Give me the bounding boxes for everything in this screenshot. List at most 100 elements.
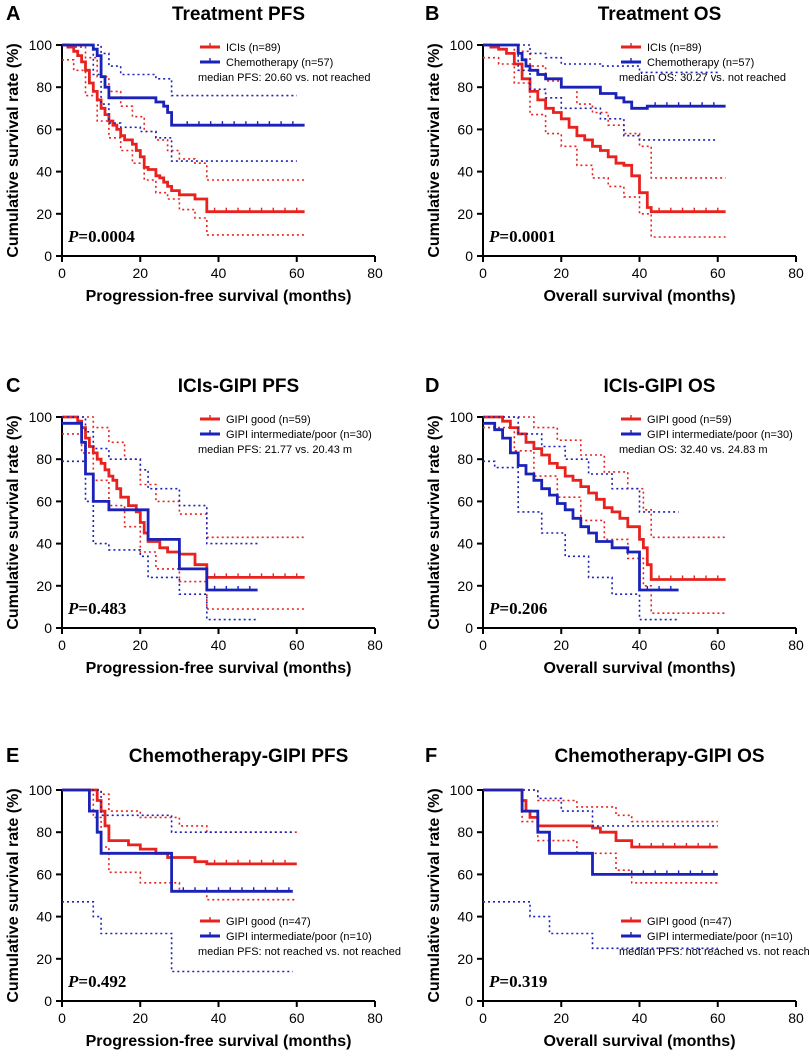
panel-a: A Treatment PFS 0 20 40 60 80 100 0 20 40 60 80 Progr… (5, 3, 383, 305)
panel-b: B Treatment OS 0 20 40 60 80 100 0 20 40 60 80 Overal… (425, 3, 804, 305)
p-value: P=0.483 (67, 599, 126, 618)
series-1 (483, 415, 726, 614)
x-tick-label: 80 (367, 265, 383, 281)
p-value: P=0.0001 (488, 227, 556, 246)
legend-label: ICIs (n=89) (226, 42, 281, 54)
y-tick-label: 100 (29, 782, 53, 798)
y-tick-label: 20 (36, 578, 52, 594)
survival-curve (483, 421, 679, 592)
p-symbol: P (67, 599, 79, 618)
p-number: =0.492 (78, 972, 126, 991)
survival-curve (483, 788, 718, 876)
x-axis-label: Overall survival (months) (543, 660, 735, 677)
x-tick-label: 20 (132, 1010, 148, 1026)
ci-lower-line (483, 426, 726, 614)
series-2 (483, 416, 679, 621)
y-tick-label: 100 (450, 782, 474, 798)
x-tick-label: 20 (553, 637, 569, 653)
median-text: median OS: 32.40 vs. 24.83 m (619, 444, 768, 456)
y-tick-label: 0 (44, 993, 52, 1009)
y-tick-label: 40 (457, 536, 473, 552)
x-tick-label: 60 (289, 265, 305, 281)
x-tick-label: 20 (553, 265, 569, 281)
x-tick-label: 20 (132, 265, 148, 281)
y-tick-label: 20 (457, 206, 473, 222)
y-tick-label: 80 (36, 824, 52, 840)
x-tick-label: 20 (553, 1010, 569, 1026)
chart-title: Treatment OS (598, 4, 722, 25)
survival-curve (62, 788, 297, 866)
survival-curve (483, 43, 726, 214)
y-axis-label: Cumulative survival rate (%) (426, 788, 443, 1002)
median-text: median PFS: not reached vs. not reached (619, 946, 809, 958)
legend-label: GIPI good (n=59) (647, 414, 732, 426)
series-1 (62, 43, 305, 236)
survival-curve (62, 43, 305, 214)
p-value: P=0.206 (488, 599, 547, 618)
y-tick-label: 40 (457, 164, 473, 180)
ci-lower-line (483, 789, 718, 884)
chart-title: ICIs-GIPI OS (604, 376, 716, 397)
x-tick-label: 80 (788, 637, 804, 653)
ci-upper-line (483, 789, 718, 823)
x-tick-label: 80 (788, 1010, 804, 1026)
x-tick-label: 0 (479, 1010, 487, 1026)
legend-label: Chemotherapy (n=57) (647, 57, 754, 69)
series-2 (483, 788, 718, 950)
ci-lower-line (483, 460, 679, 621)
y-tick-label: 20 (36, 206, 52, 222)
panel-letter: A (6, 3, 20, 25)
x-tick-label: 40 (632, 637, 648, 653)
x-tick-label: 80 (367, 1010, 383, 1026)
legend-label: GIPI intermediate/poor (n=30) (647, 429, 793, 441)
x-tick-label: 0 (58, 1010, 66, 1026)
y-tick-label: 0 (465, 248, 473, 264)
x-axis-label: Progression-free survival (months) (86, 660, 352, 677)
x-tick-label: 80 (788, 265, 804, 281)
ci-lower-line (62, 460, 258, 621)
series-2 (483, 43, 726, 141)
panel-letter: D (425, 375, 439, 397)
survival-curve (62, 788, 293, 893)
x-tick-label: 40 (632, 1010, 648, 1026)
y-tick-label: 20 (36, 951, 52, 967)
y-tick-label: 80 (457, 451, 473, 467)
x-tick-label: 60 (710, 1010, 726, 1026)
y-tick-label: 60 (36, 493, 52, 509)
y-tick-label: 20 (457, 951, 473, 967)
x-tick-label: 0 (58, 637, 66, 653)
y-tick-label: 80 (36, 79, 52, 95)
y-tick-label: 0 (44, 248, 52, 264)
ci-lower-line (62, 901, 293, 973)
series-1 (483, 43, 726, 238)
ci-lower-line (483, 901, 718, 950)
y-tick-label: 40 (457, 909, 473, 925)
panel-letter: E (6, 745, 19, 767)
ci-upper-line (483, 789, 718, 827)
x-tick-label: 80 (367, 637, 383, 653)
ci-upper-line (62, 789, 293, 833)
panel-letter: F (425, 745, 437, 767)
x-tick-label: 60 (289, 1010, 305, 1026)
y-tick-label: 80 (457, 79, 473, 95)
panel-e: E Chemotherapy-GIPI PFS 0 20 40 60 80 100 0 20 40 6… (5, 745, 401, 1050)
legend-label: ICIs (n=89) (647, 42, 702, 54)
series-2 (62, 416, 258, 621)
x-tick-label: 60 (710, 637, 726, 653)
y-axis-label: Cumulative survival rate (%) (426, 415, 443, 629)
chart-title: Treatment PFS (172, 4, 305, 25)
legend-label: GIPI intermediate/poor (n=30) (226, 429, 372, 441)
p-symbol: P (67, 227, 79, 246)
y-tick-label: 100 (450, 37, 474, 53)
x-axis-label: Overall survival (months) (543, 288, 735, 305)
y-axis-label: Cumulative survival rate (%) (5, 415, 22, 629)
median-text: median PFS: not reached vs. not reached (198, 946, 401, 958)
median-text: median PFS: 21.77 vs. 20.43 m (198, 444, 352, 456)
panel-letter: B (425, 3, 439, 25)
y-tick-label: 0 (44, 620, 52, 636)
p-number: =0.483 (78, 599, 126, 618)
y-axis-label: Cumulative survival rate (%) (426, 43, 443, 257)
ci-upper-line (483, 416, 679, 513)
legend-label: GIPI good (n=47) (647, 916, 732, 928)
p-value: P=0.0004 (67, 227, 135, 246)
